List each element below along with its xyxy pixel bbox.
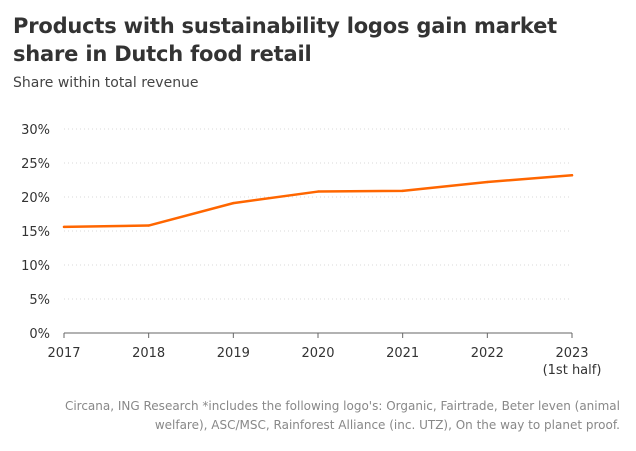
y-tick-label: 15% xyxy=(21,225,50,240)
x-tick-label: 2018 xyxy=(132,346,165,361)
chart-title: Products with sustainability logos gain … xyxy=(13,14,557,66)
y-tick-label: 20% xyxy=(21,191,50,206)
x-tick-label: 2019 xyxy=(217,346,250,361)
x-tick-label: 2023 xyxy=(555,346,588,361)
y-tick-label: 30% xyxy=(21,123,50,138)
data-point xyxy=(570,174,574,177)
data-point xyxy=(232,201,235,205)
data-point xyxy=(62,225,66,229)
x-tick-label: 2021 xyxy=(386,346,419,361)
source-note: Circana, ING Research *includes the foll… xyxy=(64,399,620,432)
y-tick-label: 5% xyxy=(29,293,50,308)
chart-subtitle: Share within total revenue xyxy=(13,75,199,91)
series-line xyxy=(62,173,574,229)
x-tick-label: 2022 xyxy=(471,346,504,361)
data-point xyxy=(486,180,489,184)
data-point xyxy=(401,189,404,193)
y-tick-label: 0% xyxy=(29,327,50,342)
x-tick-label: 2017 xyxy=(47,346,80,361)
y-tick-label: 25% xyxy=(21,157,50,172)
data-point xyxy=(316,190,320,193)
y-tick-label: 10% xyxy=(21,259,50,274)
x-tick-label: 2020 xyxy=(301,346,334,361)
x-tick-label: (1st half) xyxy=(543,363,602,378)
data-point xyxy=(147,224,150,227)
